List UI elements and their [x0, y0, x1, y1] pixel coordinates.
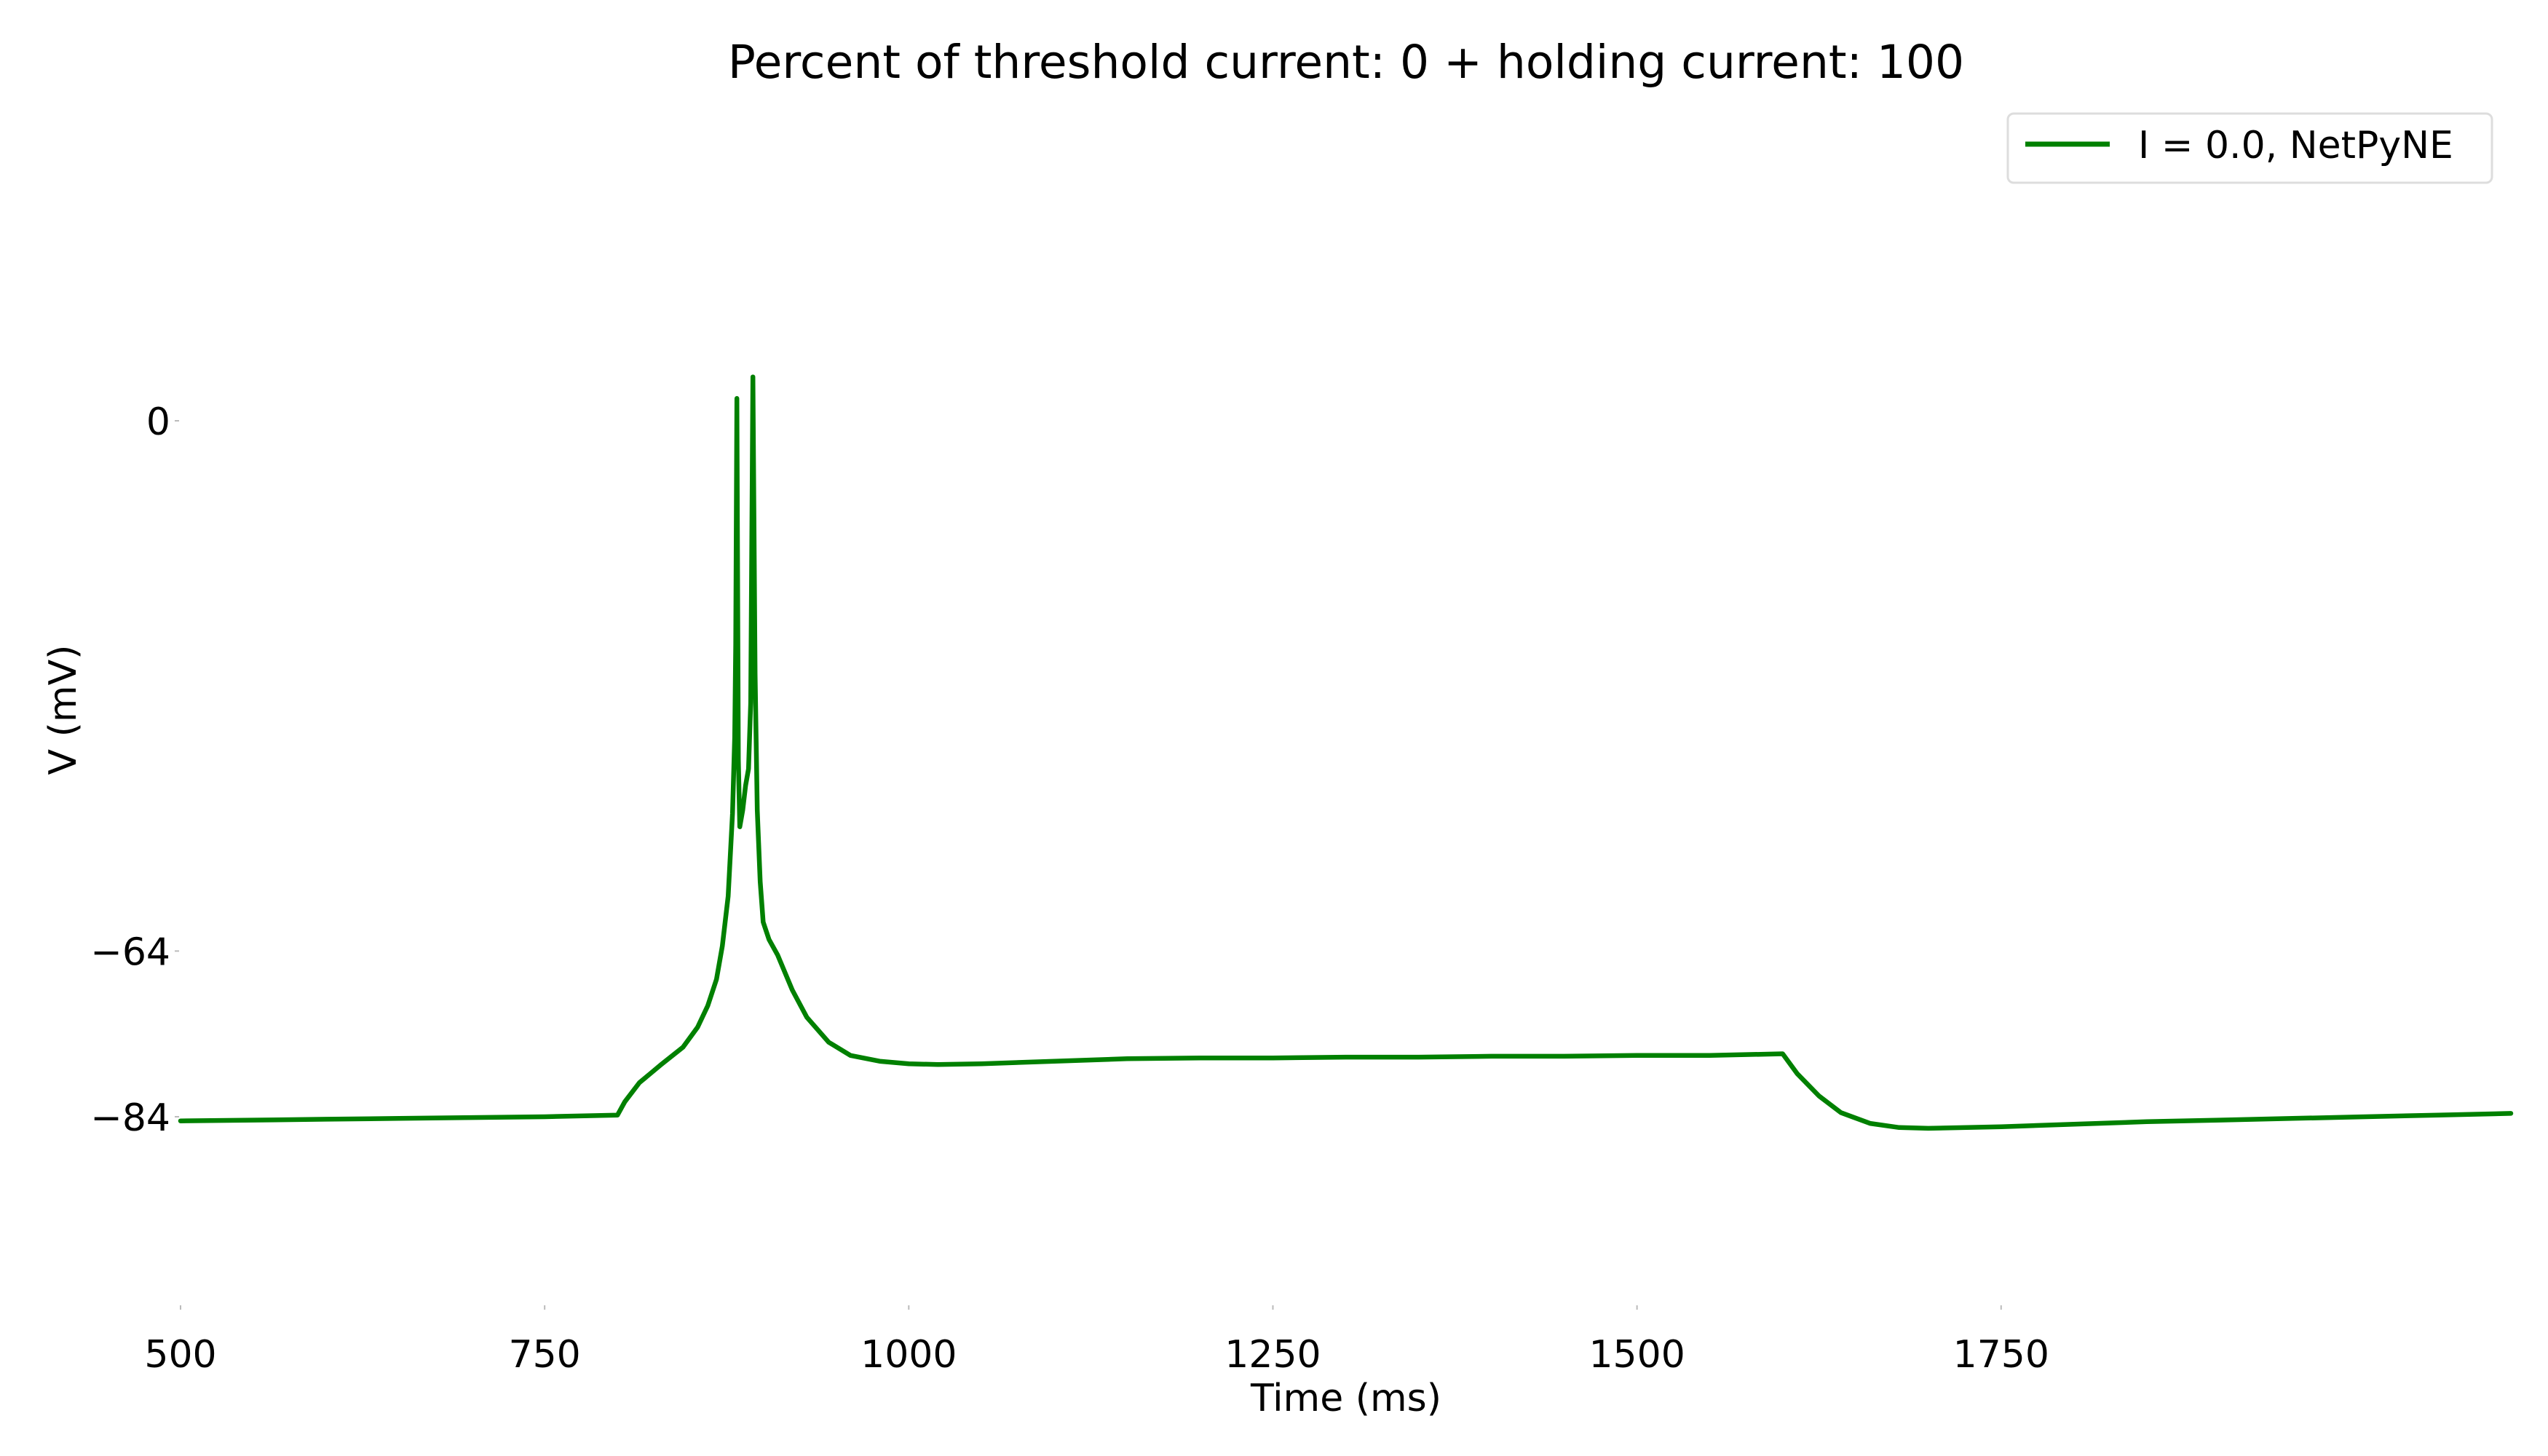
y-tick-label: −84: [90, 1096, 170, 1140]
x-tick-label: 1750: [1953, 1333, 2049, 1377]
x-tick-label: 1500: [1588, 1333, 1685, 1377]
x-axis-label: Time (ms): [1250, 1377, 1441, 1420]
x-tick-label: 1000: [860, 1333, 957, 1377]
series-line: [178, 374, 2514, 1131]
y-tick-label: −64: [90, 930, 170, 974]
x-tick-label: 750: [509, 1333, 581, 1377]
x-tick-label: 500: [144, 1333, 216, 1377]
legend: I = 0.0, NetPyNE: [2006, 112, 2493, 184]
plot-area: [178, 374, 2514, 1131]
y-tick-label: 0: [146, 400, 170, 444]
legend-label: I = 0.0, NetPyNE: [2138, 124, 2453, 167]
legend-frame: [2006, 112, 2493, 184]
chart-title: Percent of threshold current: 0 + holdin…: [728, 36, 1964, 89]
x-tick-label: 1250: [1224, 1333, 1321, 1377]
y-axis-ticks: 0 −64 −84: [90, 400, 179, 1140]
x-axis-ticks: 500 750 1000 1250 1500 1750: [144, 1305, 2049, 1377]
y-axis-label: V (mV): [41, 645, 85, 775]
